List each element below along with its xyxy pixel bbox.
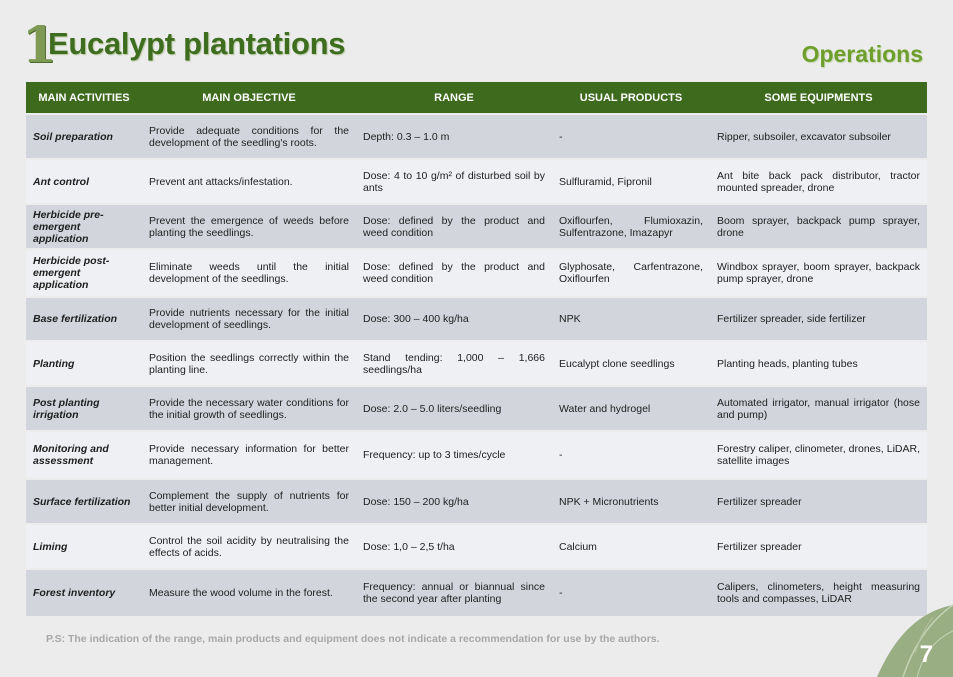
equipments-cell: Fertilizer spreader [710,480,927,523]
range-cell: Dose: defined by the product and weed co… [356,250,552,296]
range-cell: Frequency: annual or biannual since the … [356,570,552,616]
activity-cell: Base fertilization [26,298,142,340]
objective-cell: Measure the wood volume in the forest. [142,570,356,616]
objective-cell: Eliminate weeds until the initial develo… [142,250,356,296]
products-cell: Oxiflourfen, Flumioxazin, Sulfentrazone,… [552,205,710,248]
activity-cell: Post planting irrigation [26,387,142,430]
range-cell: Dose: defined by the product and weed co… [356,205,552,248]
range-cell: Dose: 4 to 10 g/m² of disturbed soil by … [356,160,552,203]
activity-cell: Herbicide pre-emergent application [26,205,142,248]
objective-cell: Provide necessary information for better… [142,432,356,478]
range-cell: Frequency: up to 3 times/cycle [356,432,552,478]
activity-cell: Liming [26,525,142,568]
leaf-decoration-icon [877,604,953,677]
products-cell: NPK + Micronutrients [552,480,710,523]
operations-table: MAIN ACTIVITIES MAIN OBJECTIVE RANGE USU… [26,80,927,618]
equipments-cell: Calipers, clinometers, height measuring … [710,570,927,616]
table-row: Surface fertilization Complement the sup… [26,480,927,523]
column-header-products: USUAL PRODUCTS [552,82,710,113]
objective-cell: Provide nutrients necessary for the init… [142,298,356,340]
column-header-equipments: SOME EQUIPMENTS [710,82,927,113]
table-header-row: MAIN ACTIVITIES MAIN OBJECTIVE RANGE USU… [26,82,927,113]
range-cell: Dose: 1,0 – 2,5 t/ha [356,525,552,568]
activity-cell: Forest inventory [26,570,142,616]
products-cell: NPK [552,298,710,340]
equipments-cell: Planting heads, planting tubes [710,342,927,385]
objective-cell: Control the soil acidity by neutralising… [142,525,356,568]
table-row: Liming Control the soil acidity by neutr… [26,525,927,568]
equipments-cell: Fertilizer spreader [710,525,927,568]
page-title: Eucalypt plantations [48,26,346,61]
equipments-cell: Windbox sprayer, boom sprayer, backpack … [710,250,927,296]
table-row: Herbicide pre-emergent application Preve… [26,205,927,248]
range-cell: Stand tending: 1,000 – 1,666 seedlings/h… [356,342,552,385]
equipments-cell: Boom sprayer, backpack pump sprayer, dro… [710,205,927,248]
column-header-objective: MAIN OBJECTIVE [142,82,356,113]
activity-cell: Planting [26,342,142,385]
range-cell: Depth: 0.3 – 1.0 m [356,115,552,158]
table-row: Herbicide post-emergent application Elim… [26,250,927,296]
table-row: Planting Position the seedlings correctl… [26,342,927,385]
equipments-cell: Ant bite back pack distributor, tractor … [710,160,927,203]
objective-cell: Prevent ant attacks/infestation. [142,160,356,203]
table-row: Post planting irrigation Provide the nec… [26,387,927,430]
objective-cell: Provide the necessary water conditions f… [142,387,356,430]
products-cell: Water and hydrogel [552,387,710,430]
chapter-number: 1 [22,15,57,74]
products-cell: Sulfluramid, Fipronil [552,160,710,203]
products-cell: Eucalypt clone seedlings [552,342,710,385]
products-cell: Calcium [552,525,710,568]
equipments-cell: Fertilizer spreader, side fertilizer [710,298,927,340]
column-header-activities: MAIN ACTIVITIES [26,82,142,113]
activity-cell: Ant control [26,160,142,203]
activity-cell: Herbicide post-emergent application [26,250,142,296]
table-row: Monitoring and assessment Provide necess… [26,432,927,478]
objective-cell: Prevent the emergence of weeds before pl… [142,205,356,248]
equipments-cell: Automated irrigator, manual irrigator (h… [710,387,927,430]
section-label: Operations [801,41,923,67]
footnote: P.S: The indication of the range, main p… [46,633,660,645]
objective-cell: Provide adequate conditions for the deve… [142,115,356,158]
table-row: Soil preparation Provide adequate condit… [26,115,927,158]
products-cell: - [552,570,710,616]
column-header-range: RANGE [356,82,552,113]
products-cell: Glyphosate, Carfentrazone, Oxiflourfen [552,250,710,296]
products-cell: - [552,115,710,158]
range-cell: Dose: 300 – 400 kg/ha [356,298,552,340]
objective-cell: Position the seedlings correctly within … [142,342,356,385]
table-row: Ant control Prevent ant attacks/infestat… [26,160,927,203]
page-number: 7 [919,641,933,668]
activity-cell: Monitoring and assessment [26,432,142,478]
equipments-cell: Ripper, subsoiler, excavator subsoiler [710,115,927,158]
objective-cell: Complement the supply of nutrients for b… [142,480,356,523]
equipments-cell: Forestry caliper, clinometer, drones, Li… [710,432,927,478]
range-cell: Dose: 2.0 – 5.0 liters/seedling [356,387,552,430]
range-cell: Dose: 150 – 200 kg/ha [356,480,552,523]
activity-cell: Surface fertilization [26,480,142,523]
activity-cell: Soil preparation [26,115,142,158]
table-row: Base fertilization Provide nutrients nec… [26,298,927,340]
products-cell: - [552,432,710,478]
table-row: Forest inventory Measure the wood volume… [26,570,927,616]
